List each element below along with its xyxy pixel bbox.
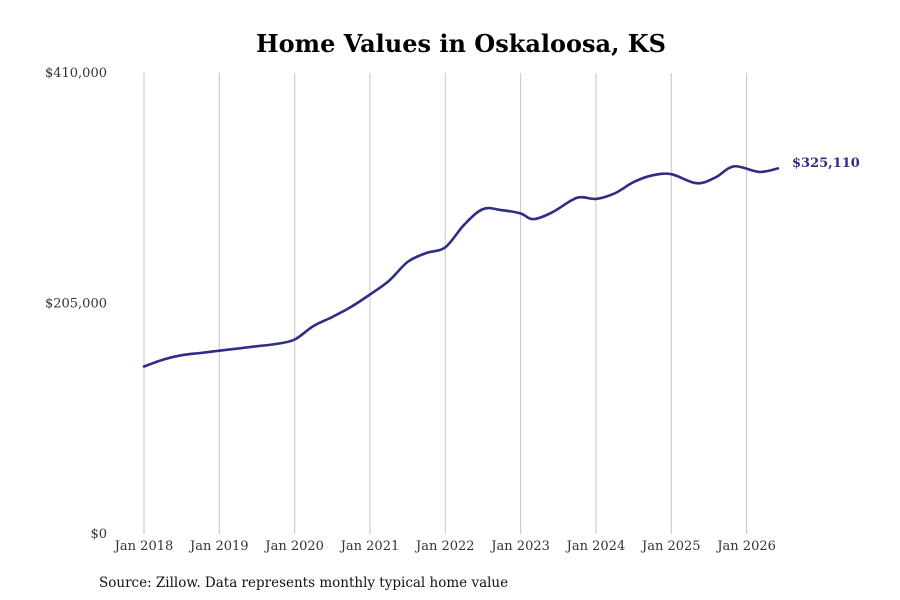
x-tick-label: Jan 2026 [715,539,776,554]
source-note: Source: Zillow. Data represents monthly … [99,575,508,591]
x-tick-label: Jan 2018 [113,539,174,554]
y-tick-label: $410,000 [45,66,107,81]
chart-title: Home Values in Oskaloosa, KS [256,29,666,58]
x-tick-label: Jan 2024 [565,539,626,554]
x-tick-label: Jan 2020 [263,539,324,554]
vertical-gridlines [143,73,748,534]
x-tick-label: Jan 2019 [188,539,249,554]
x-tick-label: Jan 2021 [339,539,400,554]
y-axis-tick-labels: $0 $205,000 $410,000 [45,66,107,542]
y-tick-label: $0 [90,527,107,542]
x-axis-tick-labels: Jan 2018 Jan 2019 Jan 2020 Jan 2021 Jan 2022… [113,539,776,554]
x-tick-label: Jan 2025 [640,539,701,554]
x-tick-label: Jan 2023 [489,539,550,554]
last-value-label: $325,110 [792,156,860,171]
x-tick-label: Jan 2022 [414,539,475,554]
y-tick-label: $205,000 [45,297,107,312]
home-value-series-line [142,164,780,368]
